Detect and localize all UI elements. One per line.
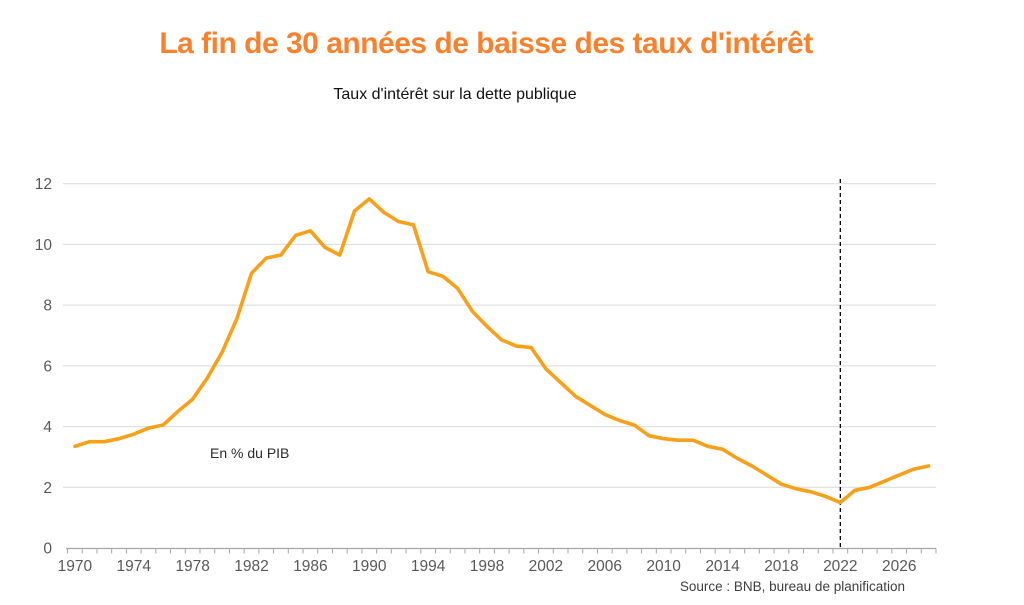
unit-annotation: En % du PIB bbox=[210, 445, 290, 461]
x-tick-label: 1970 bbox=[58, 558, 93, 575]
x-tick-label: 1982 bbox=[234, 558, 268, 575]
x-tick-label: 1990 bbox=[352, 558, 387, 575]
y-tick-label: 2 bbox=[43, 480, 52, 497]
y-tick-label: 12 bbox=[35, 176, 52, 193]
x-tick-label: 1998 bbox=[470, 558, 504, 575]
source-note: Source : BNB, bureau de planification bbox=[679, 579, 905, 594]
x-tick-label: 1974 bbox=[116, 558, 151, 575]
x-tick-label: 2022 bbox=[823, 558, 857, 575]
x-tick-label: 1994 bbox=[411, 558, 446, 575]
y-tick-label: 4 bbox=[43, 419, 52, 436]
interest-rate-line bbox=[73, 197, 931, 505]
chart-title: La fin de 30 années de baisse des taux d… bbox=[159, 27, 813, 60]
x-tick-label: 1978 bbox=[175, 558, 209, 575]
x-tick-label: 2026 bbox=[882, 558, 916, 575]
chart-subtitle: Taux d'intérêt sur la dette publique bbox=[333, 86, 577, 103]
x-tick-label: 1986 bbox=[293, 558, 327, 575]
x-tick-label: 2006 bbox=[588, 558, 622, 575]
x-tick-label: 2002 bbox=[529, 558, 563, 575]
x-tick-label: 2010 bbox=[646, 558, 681, 575]
y-tick-label: 8 bbox=[43, 298, 52, 315]
y-tick-label: 0 bbox=[43, 541, 52, 558]
y-tick-label: 10 bbox=[35, 237, 53, 254]
y-tick-label: 6 bbox=[43, 358, 52, 375]
x-tick-label: 2018 bbox=[764, 558, 798, 575]
x-tick-label: 2014 bbox=[705, 558, 740, 575]
